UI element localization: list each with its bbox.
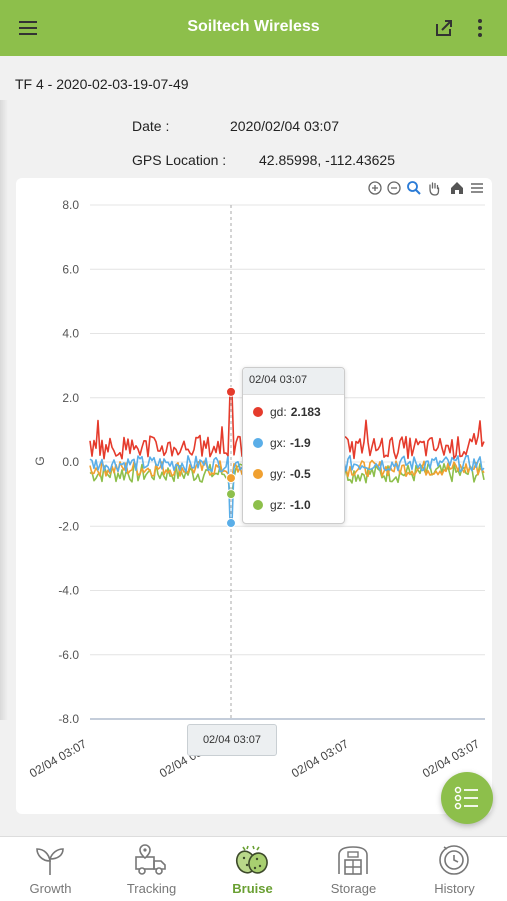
truck-location-icon (135, 844, 166, 875)
y-tick-label: 4.0 (62, 327, 79, 341)
nav-tracking-label: Tracking (126, 881, 177, 896)
zoom-in-icon[interactable] (367, 180, 383, 196)
gps-label: GPS Location : (132, 152, 227, 168)
gz-legend-dot (253, 500, 263, 510)
gy-label: gy: (270, 467, 287, 481)
history-clock-icon (439, 845, 469, 875)
chart-tooltip: 02/04 03:07 gd: 2.183 gx: -1.9 gy: -0.5 gz:… (242, 367, 345, 524)
tooltip-time: 02/04 03:07 (249, 374, 308, 386)
y-tick-label: 2.0 (62, 391, 79, 405)
hover-point-gd (226, 386, 236, 397)
x-tick-label: 02/04 03:07 (27, 736, 89, 780)
options-fab-button[interactable] (441, 772, 493, 824)
tooltip-row-gz: gz: -1.0 (253, 498, 311, 514)
zoom-selection-icon[interactable] (406, 180, 422, 196)
app-title: Soiltech Wireless (187, 18, 320, 35)
gd-label: gd: (270, 405, 287, 419)
sprout-icon (36, 848, 64, 875)
nav-storage[interactable]: Storage (303, 837, 404, 901)
y-tick-label: 8.0 (62, 198, 79, 212)
nav-growth-label: Growth (29, 881, 72, 896)
tooltip-row-gd: gd: 2.183 (253, 405, 321, 421)
nav-tracking[interactable]: Tracking (101, 837, 202, 901)
gy-legend-dot (253, 469, 263, 479)
hover-point-gx (226, 518, 236, 529)
hover-point-gy (226, 473, 236, 484)
session-title: TF 4 - 2020-02-03-19-07-49 (15, 76, 189, 92)
tooltip-row-gx: gx: -1.9 (253, 436, 311, 452)
y-tick-label: -6.0 (58, 648, 79, 662)
app-bar: Soiltech Wireless (0, 0, 507, 56)
hamburger-menu-icon[interactable] (16, 16, 40, 40)
nav-bruise-label: Bruise (232, 881, 273, 896)
reset-home-icon[interactable] (449, 180, 465, 196)
x-crosshair-label-text: 02/04 03:07 (202, 734, 262, 746)
gy-value: -0.5 (290, 467, 311, 481)
nav-growth[interactable]: Growth (0, 837, 101, 901)
zoom-out-icon[interactable] (386, 180, 402, 196)
pan-hand-icon[interactable] (426, 180, 442, 196)
bottom-navigation: Growth Tracking Bruise Storage (0, 836, 507, 901)
tooltip-row-gy: gy: -0.5 (253, 467, 311, 483)
gz-value: -1.0 (290, 498, 311, 512)
y-tick-label: -4.0 (58, 584, 79, 598)
hover-point-gz (226, 489, 236, 500)
nav-history-label: History (434, 881, 475, 896)
x-tick-label: 02/04 03:07 (289, 736, 351, 780)
list-options-icon (454, 786, 478, 810)
y-tick-label: -8.0 (58, 712, 79, 726)
y-tick-label: 6.0 (62, 262, 79, 276)
y-tick-label: 0.0 (62, 455, 79, 469)
chart-menu-icon[interactable] (469, 180, 485, 196)
gd-value: 2.183 (290, 405, 321, 419)
share-export-icon[interactable] (432, 16, 456, 40)
y-tick-label: -2.0 (58, 519, 79, 533)
y-axis-label: G (33, 456, 47, 465)
nav-storage-label: Storage (330, 881, 377, 896)
date-value: 2020/02/04 03:07 (230, 118, 339, 134)
x-crosshair-label: 02/04 03:07 (187, 724, 277, 756)
gd-legend-dot (253, 407, 263, 417)
drawer-edge-shadow (0, 100, 8, 720)
storage-barn-icon (338, 846, 368, 875)
nav-bruise[interactable]: Bruise (202, 837, 303, 901)
gz-label: gz: (270, 498, 287, 512)
gx-legend-dot (253, 438, 263, 448)
date-label: Date : (132, 118, 170, 134)
more-vertical-icon[interactable] (468, 16, 492, 40)
potatoes-icon (235, 845, 268, 874)
gx-label: gx: (270, 436, 287, 450)
gx-value: -1.9 (290, 436, 311, 450)
gps-value: 42.85998, -112.43625 (259, 152, 395, 168)
nav-history[interactable]: History (404, 837, 505, 901)
